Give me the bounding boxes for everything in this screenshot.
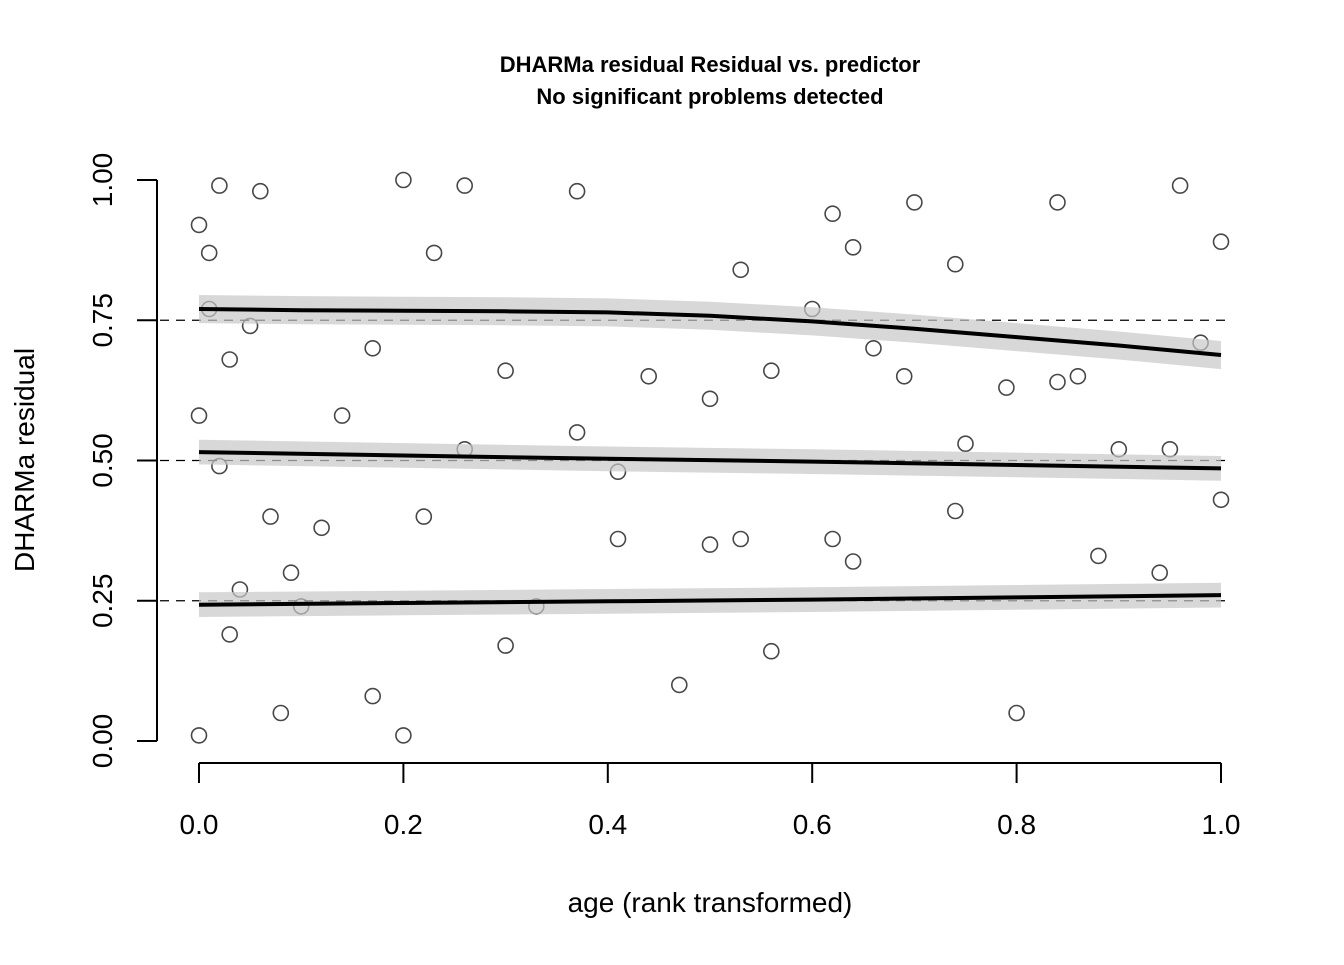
residual-point (190, 216, 208, 234)
residual-point (364, 339, 382, 357)
residual-point (497, 637, 514, 654)
residual-point (262, 508, 279, 525)
residual-point (221, 351, 238, 368)
residual-point (895, 367, 913, 385)
y-tick-label: 0.25 (87, 574, 118, 629)
residual-point (211, 177, 228, 194)
residual-point (425, 244, 443, 262)
residual-point (1069, 367, 1087, 385)
residual-point (1171, 177, 1189, 194)
residual-point (395, 727, 412, 744)
residual-point (957, 435, 974, 453)
residual-point (313, 519, 330, 537)
residual-point (221, 626, 238, 643)
residual-point (282, 564, 300, 582)
y-tick-label: 0.50 (87, 433, 118, 488)
residual-point (701, 536, 719, 553)
y-axis-title: DHARMa residual (9, 348, 40, 572)
residual-point (732, 530, 750, 548)
residual-point (1161, 440, 1179, 458)
residual-point (906, 194, 923, 211)
x-tick-label: 0.4 (588, 809, 627, 840)
axes: 0.0 0.2 0.4 0.6 0.8 1.0 0.00 0.25 0.50 0.75 1.00 (87, 153, 1240, 840)
quantile-band-0.75 (199, 295, 1221, 370)
residual-point (865, 339, 882, 357)
residual-point (1151, 564, 1168, 582)
residual-point (200, 244, 218, 262)
residual-point (1008, 704, 1025, 722)
residual-point (1049, 194, 1066, 211)
x-tick-label: 0.6 (793, 809, 832, 840)
y-tick-label: 0.75 (87, 293, 118, 348)
x-tick-label: 0.8 (997, 809, 1036, 840)
residual-point (190, 407, 208, 424)
residual-point (762, 362, 780, 380)
residual-point (251, 182, 269, 200)
y-tick-label: 0.00 (87, 714, 118, 769)
residual-point (946, 502, 964, 520)
residual-point (415, 508, 433, 525)
residual-point (190, 727, 208, 744)
residual-point (1212, 491, 1230, 509)
quantile-line-0.5 (198, 450, 1222, 471)
residual-point (497, 362, 514, 380)
residual-point (762, 642, 780, 660)
residual-point (272, 704, 290, 722)
residual-point (568, 182, 586, 200)
x-tick-label: 0.2 (384, 809, 423, 840)
quantile-line-0.75 (198, 307, 1222, 357)
residual-point (946, 255, 964, 273)
residual-point (824, 530, 841, 548)
residual-point (1090, 547, 1107, 565)
residual-point (364, 687, 382, 705)
residual-point (456, 177, 474, 194)
chart-subtitle: No significant problems detected (536, 84, 883, 109)
residual-point (701, 390, 719, 408)
residual-point (609, 530, 627, 548)
x-axis-title: age (rank transformed) (568, 887, 853, 918)
x-tick-label: 1.0 (1202, 809, 1241, 840)
x-tick-label: 0.0 (180, 809, 219, 840)
quantile-line-0.25 (198, 593, 1222, 607)
residual-point (670, 676, 688, 694)
residual-point (1049, 373, 1066, 391)
residual-point (1212, 233, 1230, 250)
residual-point (732, 261, 750, 279)
residual-point (395, 171, 412, 189)
y-tick-label: 1.00 (87, 153, 118, 208)
residual-point (333, 407, 351, 424)
residual-point (844, 553, 862, 570)
residual-point (568, 424, 586, 441)
quantile-lines (198, 307, 1222, 607)
residual-point (998, 379, 1015, 396)
residual-point (640, 367, 658, 385)
residual-point (824, 205, 841, 222)
residual-point (844, 239, 862, 256)
chart-title: DHARMa residual Residual vs. predictor (500, 52, 921, 77)
